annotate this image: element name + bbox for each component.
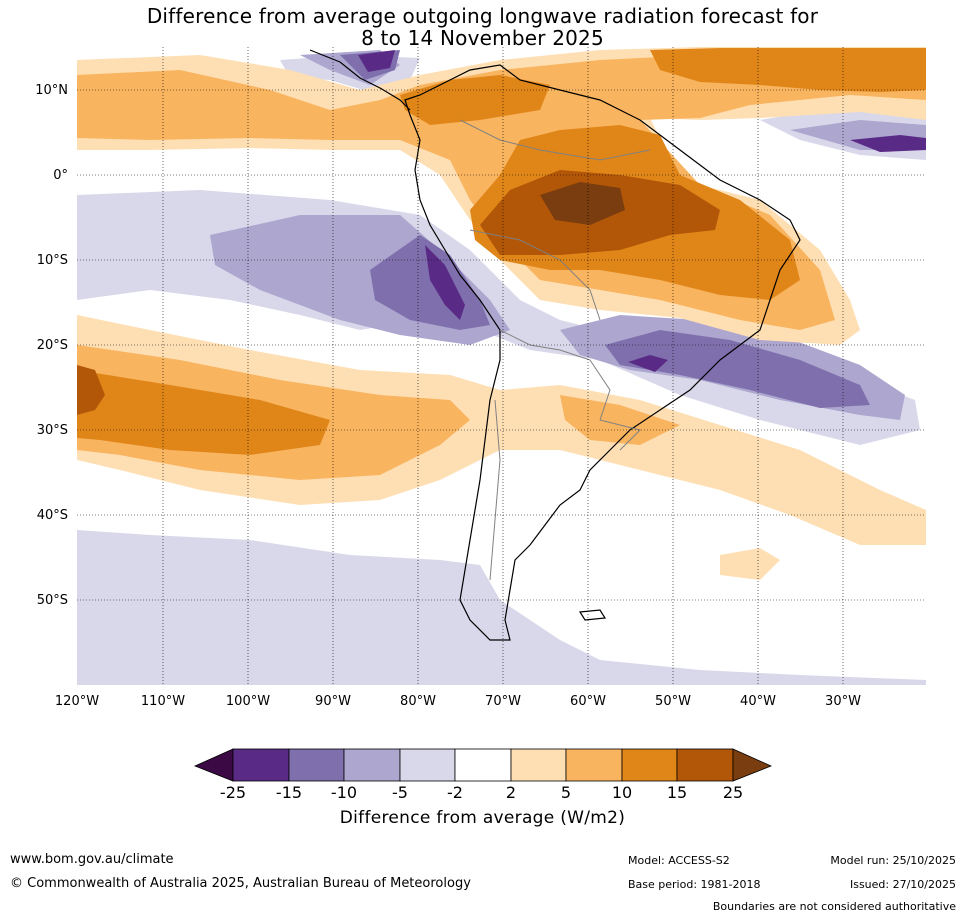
anomaly-region-neg15-brazil [605, 330, 870, 408]
model-run-date: Model run: 25/10/2025 [830, 854, 956, 867]
lat-label-30s: 30°S [36, 423, 68, 438]
lon-label-100w: 100°W [225, 694, 271, 709]
colorbar-bin-neg5-neg2 [399, 748, 456, 782]
boundaries-disclaimer: Boundaries are not considered authoritat… [712, 900, 956, 913]
map-title-line-2: 8 to 14 November 2025 [361, 26, 604, 50]
anomaly-field [77, 47, 926, 685]
lat-label-20s: 20°S [36, 338, 68, 353]
boundary-line [499, 329, 611, 421]
anomaly-region-neg20-north [358, 50, 395, 72]
lat-label-40s: 40°S [36, 508, 68, 523]
colorbar-tick: 5 [560, 783, 572, 802]
website-link[interactable]: www.bom.gov.au/climate [10, 852, 174, 867]
anomaly-region-pos5-south-atlantic [560, 395, 680, 445]
colorbar-tick: 2 [505, 783, 517, 802]
anomaly-region-pos15-pacific [77, 365, 105, 415]
lon-label-90w: 90°W [315, 694, 351, 709]
colorbar-bin-pos10-pos15 [621, 748, 678, 782]
lat-label-10n: 10°N [35, 83, 68, 98]
anomaly-region-neg20-atlantic [850, 135, 926, 152]
falklands-coastline [578, 609, 607, 621]
colorbar-tick: -15 [275, 783, 303, 802]
colorbar-bin-pos2-pos5 [510, 748, 567, 782]
lon-label-70w: 70°W [485, 694, 521, 709]
colorbar-tick: -2 [447, 783, 463, 802]
anomaly-region-pos2-south-atlantic [720, 548, 780, 580]
colorbar-bin-neg2-pos2 [454, 748, 512, 782]
map-title-line-1: Difference from average outgoing longwav… [146, 4, 819, 28]
colorbar-extend-low [193, 748, 234, 782]
lon-label-60w: 60°W [570, 694, 606, 709]
anomaly-region-pos10-south-pacific [77, 370, 330, 455]
anomaly-region-neg5-south-pacific [77, 530, 926, 685]
coastlines [309, 49, 801, 641]
lat-label-10s: 10°S [36, 253, 68, 268]
gridlines [77, 47, 926, 685]
colorbar-tick: 25 [722, 783, 744, 802]
lon-label-40w: 40°W [740, 694, 776, 709]
colorbar-bin-pos15-pos25 [676, 748, 734, 782]
colorbar-bin-neg10-neg5 [343, 748, 401, 782]
anomaly-region-pos10-north-atlantic [650, 48, 926, 92]
lon-label-110w: 110°W [140, 694, 186, 709]
colorbar-bin-neg25-neg15 [232, 748, 290, 782]
colorbar-title: Difference from average (W/m2) [339, 808, 626, 828]
lat-label-0: 0° [53, 168, 68, 183]
lon-label-120w: 120°W [54, 694, 100, 709]
lon-label-30w: 30°W [825, 694, 861, 709]
colorbar-extend-high [732, 748, 773, 782]
colorbar-tick: -5 [392, 783, 408, 802]
colorbar-tick: -25 [219, 783, 247, 802]
anomaly-region-neg20-brazil [628, 355, 668, 372]
issued-date: Issued: 27/10/2025 [849, 878, 956, 891]
base-period: Base period: 1981-2018 [628, 878, 761, 891]
anomaly-region-pos10-north [400, 75, 550, 125]
model-name: Model: ACCESS-S2 [628, 854, 730, 867]
lat-label-50s: 50°S [36, 593, 68, 608]
lon-label-50w: 50°W [655, 694, 691, 709]
colorbar-tick: 10 [611, 783, 633, 802]
anomaly-region-pos20-amazon [540, 182, 625, 225]
south-america-coastline [404, 64, 801, 641]
copyright-text: © Commonwealth of Australia 2025, Austra… [10, 876, 471, 891]
colorbar-tick: 15 [666, 783, 688, 802]
colorbar-bin-pos5-pos10 [565, 748, 623, 782]
central-america-coastline [309, 49, 411, 111]
anomaly-region-neg20-peru [425, 245, 465, 320]
boundary-line [599, 419, 641, 451]
colorbar-tick: -10 [330, 783, 358, 802]
colorbar-bin-neg15-neg10 [288, 748, 345, 782]
colorbar [193, 748, 773, 782]
boundary-line [459, 119, 651, 161]
lon-label-80w: 80°W [400, 694, 436, 709]
anomaly-region-pos2-south-pacific [77, 315, 926, 545]
